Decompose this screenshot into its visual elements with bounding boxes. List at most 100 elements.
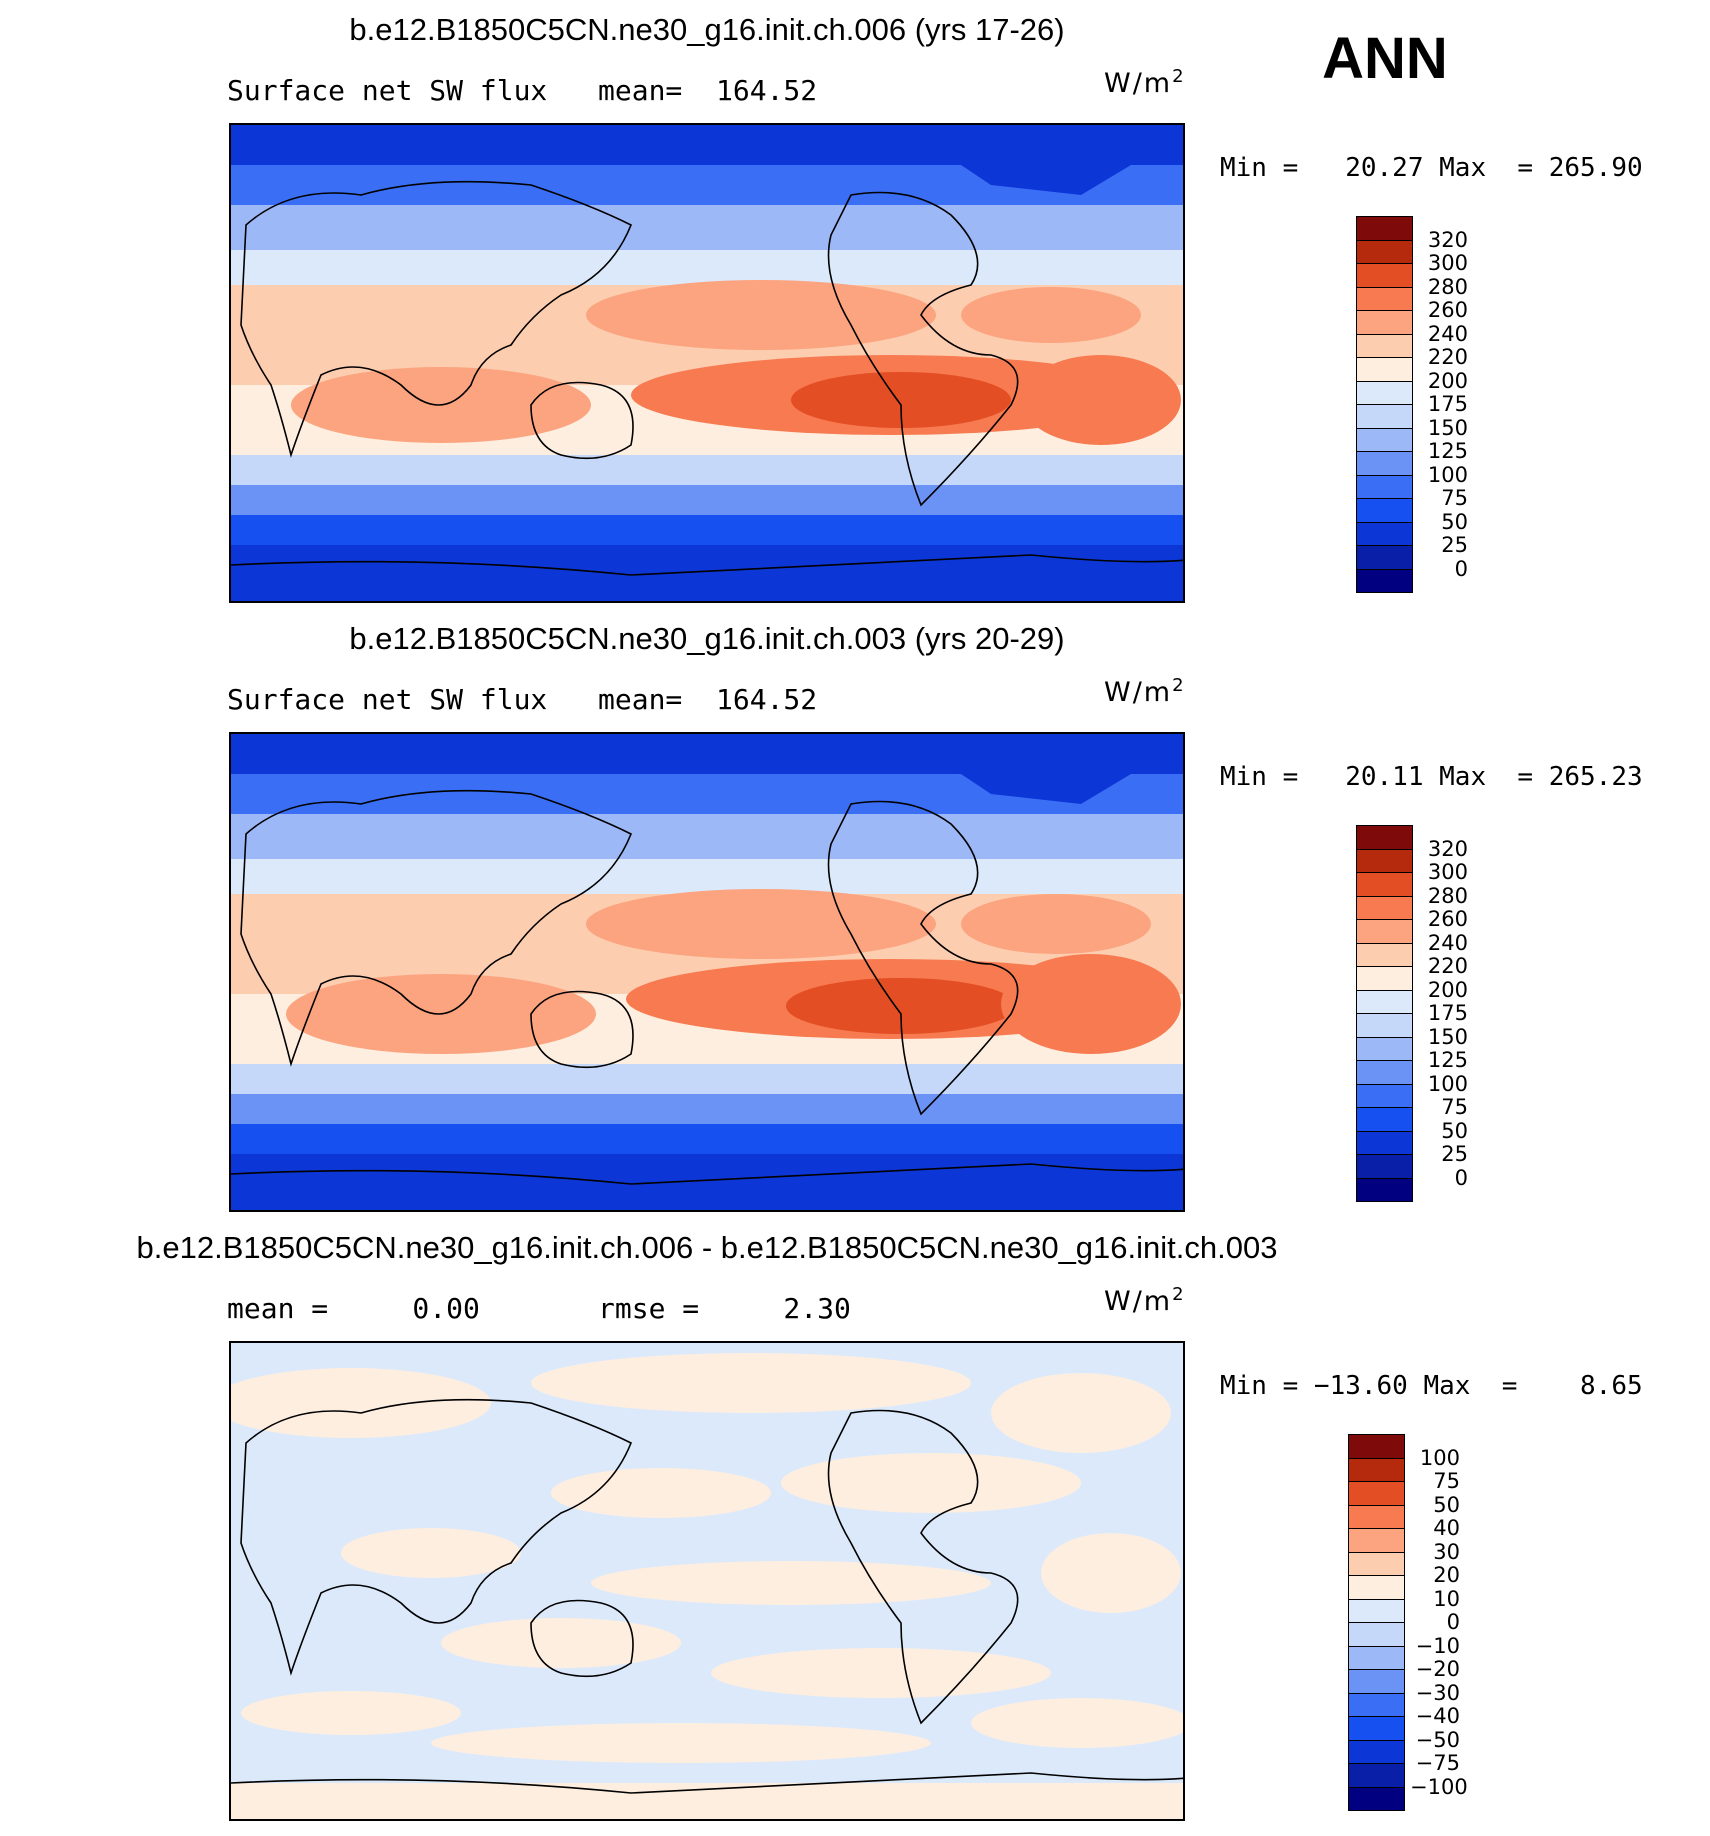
colorbar-swatch	[1348, 1551, 1405, 1576]
colorbar-swatch	[1356, 239, 1413, 264]
panel-1-map-svg	[231, 125, 1183, 601]
panel-2-map	[229, 732, 1185, 1212]
band-s5	[231, 1154, 1183, 1210]
colorbar-tick-label: 25	[1441, 1142, 1468, 1166]
colorbar-tick-label: 260	[1427, 907, 1468, 931]
panel-1-title: b.e12.B1850C5CN.ne30_g16.init.ch.006 (yr…	[349, 12, 1065, 47]
max-n-pacific	[586, 889, 936, 959]
panel-2-map-svg	[231, 734, 1183, 1210]
colorbar-swatch	[1356, 357, 1413, 382]
colorbar-tick-label: −40	[1415, 1704, 1460, 1728]
colorbar-tick-label: −10	[1415, 1633, 1460, 1658]
colorbar-swatch	[1348, 1786, 1405, 1811]
colorbar-swatch	[1348, 1504, 1405, 1529]
max-n-atlantic	[961, 287, 1141, 343]
colorbar-tick-label: 150	[1427, 415, 1468, 440]
panel-1-mean-label: mean= 164.52	[598, 74, 818, 107]
colorbar-tick-label: 50	[1433, 1492, 1460, 1517]
band-s3	[231, 485, 1183, 515]
band-n4	[231, 859, 1183, 894]
max-s-pacific-core	[791, 372, 1011, 428]
colorbar-tick-label: −50	[1415, 1727, 1460, 1752]
band-s3	[231, 1094, 1183, 1124]
colorbar-swatch	[1356, 380, 1413, 405]
colorbar-tick-label: 320	[1427, 227, 1468, 252]
panel-3-units-exp: 2	[1172, 1284, 1186, 1305]
colorbar-swatch	[1356, 1154, 1413, 1179]
colorbar-swatch	[1348, 1622, 1405, 1647]
max-s-atlantic	[1021, 355, 1181, 445]
colorbar-tick-label: 220	[1427, 954, 1468, 978]
colorbar-tick-label: −75	[1415, 1751, 1460, 1775]
colorbar-swatch	[1348, 1716, 1405, 1741]
panel-3-rmse-label: rmse = 2.30	[598, 1292, 851, 1325]
colorbar-swatch	[1356, 989, 1413, 1014]
colorbar-swatch	[1356, 1130, 1413, 1155]
panel-1-map	[229, 123, 1185, 603]
colorbar-swatch	[1348, 1481, 1405, 1506]
panel-2-units-exp: 2	[1172, 675, 1186, 696]
colorbar-tick-label: 300	[1427, 860, 1468, 884]
band-s4	[231, 1124, 1183, 1154]
max-s-atlantic	[1001, 954, 1181, 1054]
colorbar-tick-label: 10	[1433, 1586, 1460, 1611]
colorbar-tick-label: 175	[1427, 1001, 1468, 1025]
colorbar-tick-label: 0	[1454, 1165, 1468, 1190]
colorbar-swatch	[1356, 427, 1413, 452]
colorbar-swatch	[1356, 498, 1413, 523]
colorbar-tick-label: 200	[1427, 977, 1468, 1002]
colorbar-tick-label: 0	[1446, 1610, 1460, 1634]
panel-3-mean-label: mean = 0.00	[227, 1292, 480, 1325]
colorbar-swatch	[1356, 966, 1413, 991]
colorbar-tick-label: −20	[1415, 1657, 1460, 1681]
colorbar-tick-label: 50	[1441, 1118, 1468, 1143]
colorbar-tick-label: 300	[1427, 251, 1468, 275]
colorbar-tick-label: 100	[1419, 1445, 1460, 1470]
colorbar-swatch	[1356, 286, 1413, 311]
colorbar-swatch	[1356, 825, 1413, 850]
colorbar-swatch	[1348, 1528, 1405, 1553]
colorbar-swatch	[1348, 1763, 1405, 1788]
colorbar-tick-label: 40	[1433, 1516, 1460, 1540]
colorbar-tick-label: 25	[1441, 533, 1468, 557]
colorbar-tick-label: 125	[1427, 439, 1468, 463]
colorbar-swatch	[1356, 1060, 1413, 1085]
panel-2-mean-label: mean= 164.52	[598, 683, 818, 716]
colorbar-swatch	[1348, 1434, 1405, 1459]
season-title: ANN	[1322, 26, 1448, 91]
colorbar-tick-label: 75	[1441, 1095, 1468, 1119]
colorbar-tick-label: 75	[1433, 1469, 1460, 1493]
colorbar-swatch	[1356, 568, 1413, 593]
colorbar-swatch	[1356, 333, 1413, 358]
panel-3-title: b.e12.B1850C5CN.ne30_g16.init.ch.006 - b…	[136, 1230, 1278, 1265]
colorbar-tick-label: 0	[1454, 556, 1468, 581]
panel-2-units-text: W/m	[1104, 677, 1173, 708]
colorbar-tick-label: 100	[1427, 462, 1468, 487]
band-s4	[231, 515, 1183, 545]
colorbar-swatch	[1356, 1013, 1413, 1038]
colorbar-swatch	[1356, 1177, 1413, 1202]
colorbar-swatch	[1348, 1739, 1405, 1764]
colorbar-tick-label: 240	[1427, 321, 1468, 346]
panel-3-minmax: Min = −13.60 Max = 8.65	[1220, 1371, 1643, 1401]
colorbar-swatch	[1356, 895, 1413, 920]
colorbar-tick-label: 220	[1427, 345, 1468, 369]
colorbar-swatch	[1348, 1669, 1405, 1694]
panel-1-units-exp: 2	[1172, 66, 1186, 87]
colorbar-swatch	[1356, 848, 1413, 873]
colorbar-tick-label: 50	[1441, 509, 1468, 534]
colorbar-tick-label: 320	[1427, 836, 1468, 861]
colorbar-swatch	[1356, 404, 1413, 429]
colorbar-tick-label: 75	[1441, 486, 1468, 510]
max-n-pacific	[586, 280, 936, 350]
panel-1-units: W/m2	[1104, 66, 1186, 99]
colorbar-tick-label: 150	[1427, 1024, 1468, 1049]
colorbar-swatch	[1356, 1036, 1413, 1061]
colorbar-tick-label: 280	[1427, 883, 1468, 908]
colorbar-tick-label: 175	[1427, 392, 1468, 416]
max-n-atlantic	[961, 894, 1151, 954]
coastlines	[231, 1398, 1183, 1794]
colorbar-tick-label: 200	[1427, 368, 1468, 393]
panel-3-units-text: W/m	[1104, 1286, 1173, 1317]
colorbar-tick-label: 125	[1427, 1048, 1468, 1072]
